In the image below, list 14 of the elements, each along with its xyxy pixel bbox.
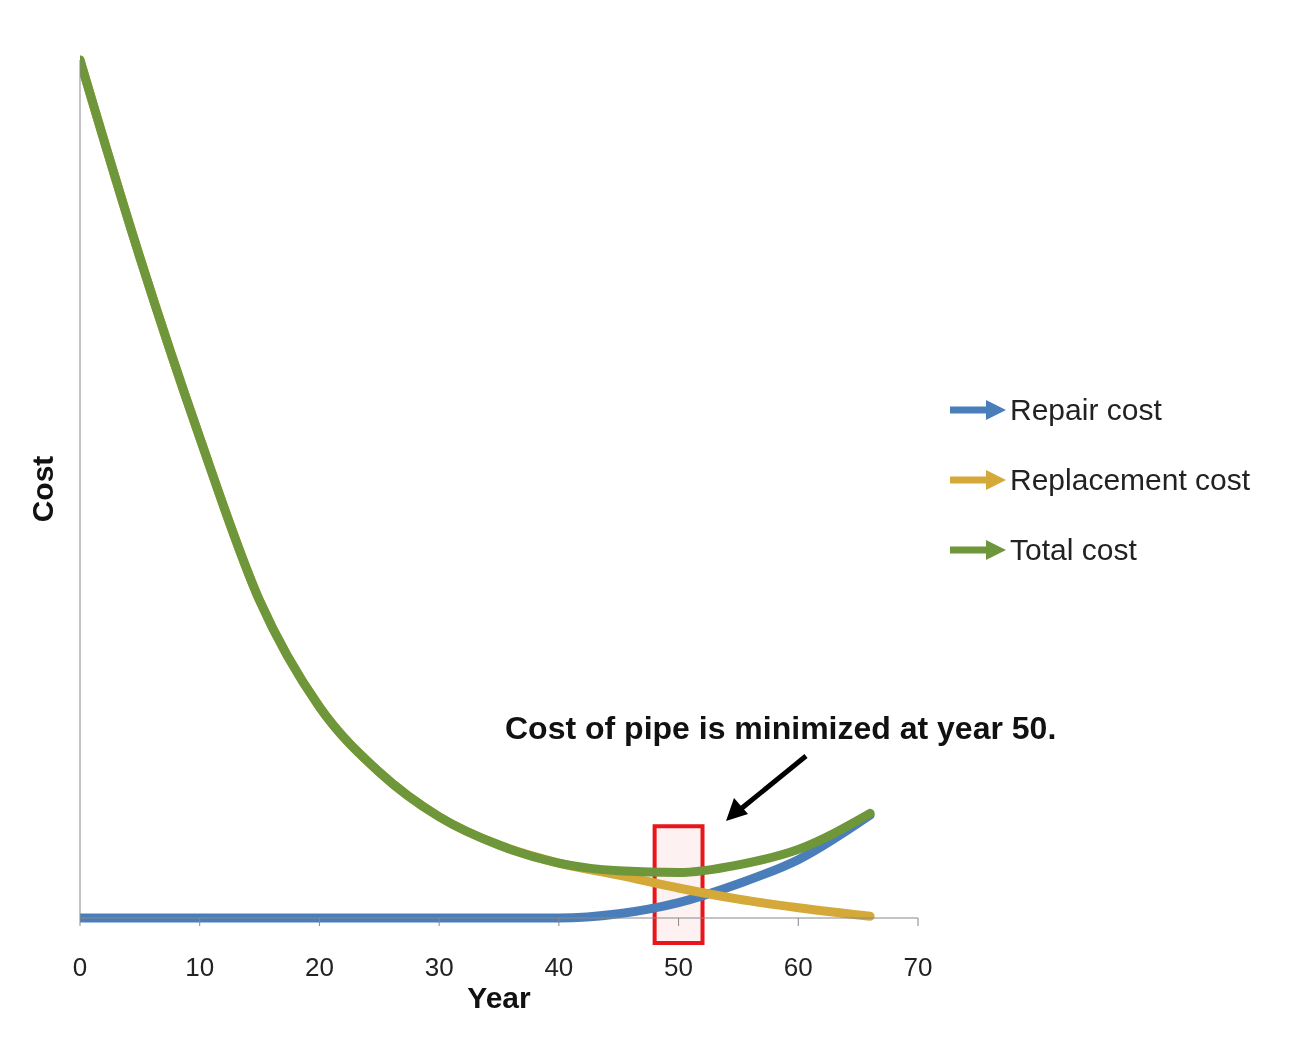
x-tick-label: 70 — [903, 952, 933, 983]
x-tick-label: 30 — [424, 952, 454, 983]
x-axis-title: Year — [467, 981, 532, 1014]
x-tick-label: 10 — [185, 952, 215, 983]
x-tick-label: 0 — [72, 952, 88, 983]
x-tick-label: 60 — [783, 952, 813, 983]
x-tick-label: 40 — [544, 952, 574, 983]
legend-label: Total cost — [1010, 533, 1137, 567]
annotation: Cost of pipe is minimized at year 50. — [505, 710, 1057, 747]
y-axis-title: Cost — [25, 455, 59, 523]
legend-label: Repair cost — [1010, 393, 1162, 427]
x-tick-label: 20 — [304, 952, 334, 983]
x-tick-label: 50 — [664, 952, 694, 983]
legend-label: Replacement cost — [1010, 463, 1251, 497]
